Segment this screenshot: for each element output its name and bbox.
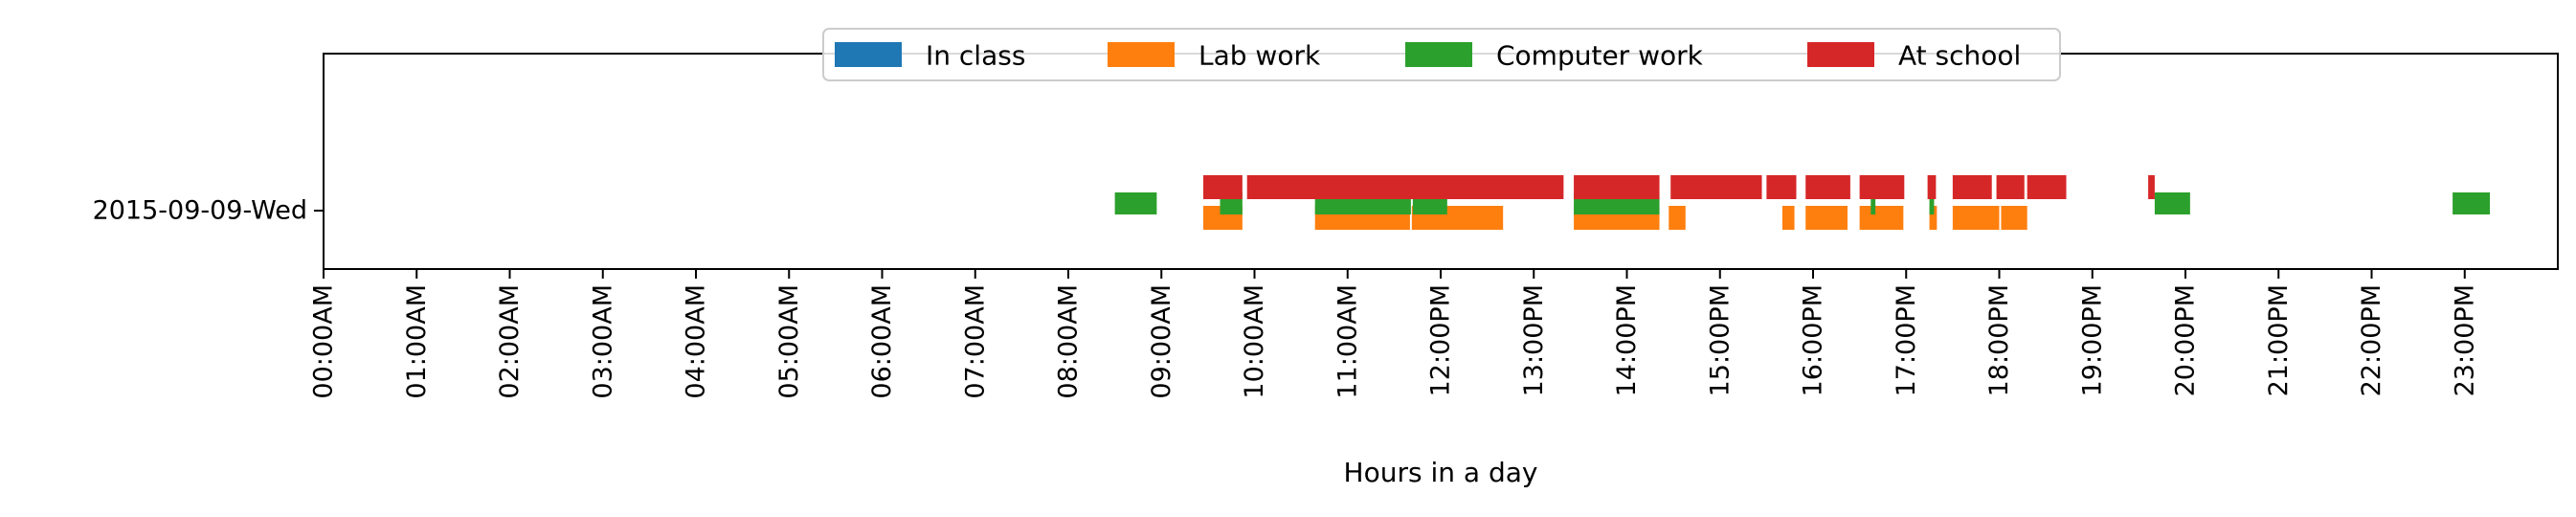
x-tick-label: 06:00AM bbox=[867, 284, 897, 399]
bar-at-school-10 bbox=[2027, 175, 2067, 199]
x-axis: 00:00AM 01:00AM 02:00AM 03:00AM 04:00AM 05:00… bbox=[309, 269, 2479, 399]
x-tick-label: 10:00AM bbox=[1240, 284, 1269, 399]
bar-lab-work-5 bbox=[1781, 206, 1795, 230]
bar-lab-work-10 bbox=[2001, 206, 2027, 230]
bars-layer bbox=[1114, 175, 2491, 230]
x-tick-label: 12:00PM bbox=[1426, 284, 1456, 396]
bar-at-school-3 bbox=[1670, 175, 1762, 199]
bar-computer-work-7 bbox=[2154, 192, 2190, 214]
legend-label-computer-work: Computer work bbox=[1496, 40, 1704, 72]
legend-swatch-computer-work bbox=[1405, 42, 1472, 67]
x-tick-label: 00:00AM bbox=[309, 284, 339, 399]
bar-at-school-4 bbox=[1766, 175, 1797, 199]
x-tick-label: 15:00PM bbox=[1705, 284, 1735, 396]
bar-at-school-8 bbox=[1952, 175, 1992, 199]
bar-lab-work-4 bbox=[1669, 206, 1686, 230]
x-tick-label: 02:00AM bbox=[495, 284, 525, 399]
legend-label-in-class: In class bbox=[926, 40, 1025, 72]
x-tick-label: 21:00PM bbox=[2264, 284, 2294, 396]
x-tick-label: 09:00AM bbox=[1147, 284, 1176, 399]
x-tick-label: 05:00AM bbox=[774, 284, 804, 399]
bar-computer-work-5 bbox=[1870, 192, 1876, 214]
bar-lab-work-9 bbox=[1952, 206, 2000, 230]
x-tick-label: 07:00AM bbox=[960, 284, 990, 399]
x-tick-label: 18:00PM bbox=[1984, 284, 2014, 396]
legend-swatch-in-class bbox=[835, 42, 902, 67]
bar-at-school-6 bbox=[1859, 175, 1905, 199]
bar-lab-work-6 bbox=[1805, 206, 1848, 230]
bar-at-school-7 bbox=[1927, 175, 1937, 199]
bar-lab-work-7 bbox=[1859, 206, 1904, 230]
x-tick-label: 16:00PM bbox=[1799, 284, 1828, 396]
x-tick-label: 19:00PM bbox=[2077, 284, 2107, 396]
x-tick-label: 11:00AM bbox=[1333, 284, 1362, 399]
x-tick-label: 04:00AM bbox=[682, 284, 711, 399]
legend-label-lab-work: Lab work bbox=[1198, 40, 1321, 72]
y-tick-label: 2015-09-09-Wed bbox=[93, 196, 307, 226]
x-tick-label: 03:00AM bbox=[588, 284, 617, 399]
bar-at-school-11 bbox=[2148, 175, 2155, 199]
x-tick-label: 17:00PM bbox=[1892, 284, 1921, 396]
x-axis-label: Hours in a day bbox=[1344, 457, 1538, 488]
x-tick-label: 23:00PM bbox=[2450, 284, 2479, 396]
bar-at-school-1 bbox=[1246, 175, 1564, 199]
x-tick-label: 01:00AM bbox=[402, 284, 432, 399]
bar-at-school-0 bbox=[1203, 175, 1243, 199]
legend-label-at-school: At school bbox=[1898, 40, 2021, 72]
legend-swatch-at-school bbox=[1807, 42, 1874, 67]
bar-at-school-5 bbox=[1805, 175, 1850, 199]
x-tick-label: 20:00PM bbox=[2171, 284, 2201, 396]
bar-at-school-9 bbox=[1996, 175, 2025, 199]
legend: In class Lab work Computer work At school bbox=[822, 28, 2061, 81]
bar-computer-work-0 bbox=[1114, 192, 1157, 214]
x-tick-label: 08:00AM bbox=[1054, 284, 1084, 399]
bar-lab-work-8 bbox=[1929, 206, 1938, 230]
bar-computer-work-6 bbox=[1929, 192, 1935, 214]
x-tick-label: 13:00PM bbox=[1519, 284, 1549, 396]
x-tick-label: 14:00PM bbox=[1612, 284, 1642, 396]
x-tick-label: 22:00PM bbox=[2357, 284, 2386, 396]
bar-at-school-2 bbox=[1574, 175, 1660, 199]
bar-computer-work-8 bbox=[2453, 192, 2491, 214]
legend-swatch-lab-work bbox=[1108, 42, 1175, 67]
y-axis: 2015-09-09-Wed bbox=[93, 196, 324, 226]
